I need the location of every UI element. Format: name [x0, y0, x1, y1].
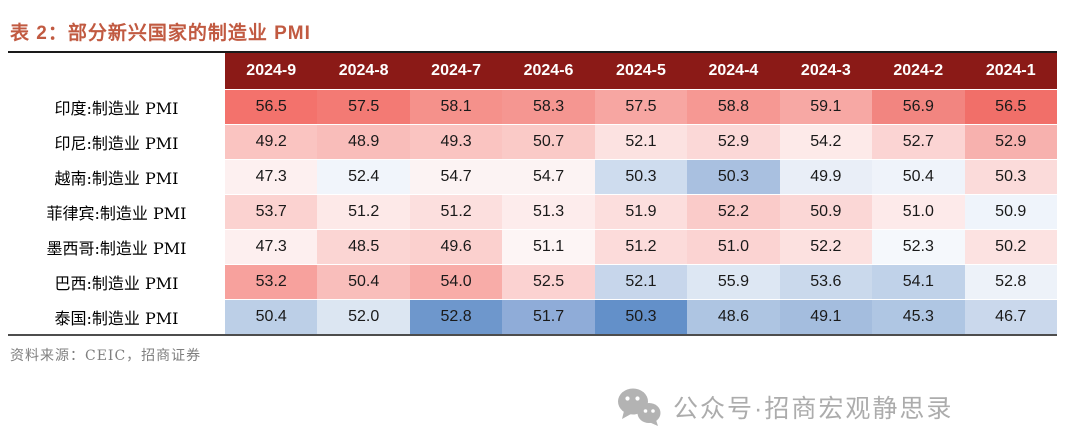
- table-body: 印度:制造业 PMI 56.5 57.5 58.1 58.3 57.5 58.8 59.1 56…: [8, 89, 1057, 334]
- pmi-value-cell: 52.4: [317, 159, 410, 194]
- pmi-value-cell: 50.7: [502, 124, 595, 159]
- column-header-2024-9: 2024-9: [225, 53, 318, 89]
- pmi-value-cell: 49.9: [779, 159, 873, 194]
- pmi-value-cell: 58.1: [409, 89, 503, 124]
- table-row: 巴西:制造业 PMI 53.2 50.4 54.0 52.5 52.1 55.9 53.6 54…: [8, 264, 1057, 299]
- table-row: 印度:制造业 PMI 56.5 57.5 58.1 58.3 57.5 58.8 59.1 56…: [8, 89, 1057, 124]
- pmi-value-cell: 53.2: [225, 264, 318, 299]
- pmi-value-cell: 48.9: [317, 124, 410, 159]
- row-label: 墨西哥:制造业 PMI: [8, 229, 225, 264]
- table-header-row: 2024-9 2024-8 2024-7 2024-6 2024-5 2024-4 2024…: [8, 53, 1057, 89]
- column-header-2024-1: 2024-1: [964, 53, 1057, 89]
- pmi-value-cell: 59.1: [779, 89, 873, 124]
- pmi-value-cell: 47.3: [225, 229, 318, 264]
- pmi-value-cell: 50.4: [225, 299, 318, 334]
- pmi-value-cell: 52.8: [409, 299, 503, 334]
- pmi-value-cell: 57.5: [317, 89, 410, 124]
- pmi-value-cell: 52.5: [502, 264, 595, 299]
- pmi-value-cell: 54.7: [502, 159, 595, 194]
- column-header-2024-2: 2024-2: [872, 53, 965, 89]
- pmi-value-cell: 51.2: [317, 194, 410, 229]
- pmi-value-cell: 54.0: [409, 264, 503, 299]
- pmi-value-cell: 50.4: [317, 264, 410, 299]
- footer-account-name: 公众号·招商宏观静思录: [673, 395, 954, 423]
- row-label: 印尼:制造业 PMI: [8, 124, 225, 159]
- table-row: 泰国:制造业 PMI 50.4 52.0 52.8 51.7 50.3 48.6 49.1 45…: [8, 299, 1057, 334]
- row-label: 印度:制造业 PMI: [8, 89, 225, 124]
- pmi-value-cell: 52.9: [964, 124, 1057, 159]
- pmi-value-cell: 52.2: [779, 229, 873, 264]
- pmi-value-cell: 51.0: [872, 194, 965, 229]
- column-header-2024-4: 2024-4: [687, 53, 780, 89]
- wechat-icon: [618, 388, 661, 426]
- source-note: 资料来源：CEIC，招商证券: [10, 348, 202, 364]
- pmi-value-cell: 51.2: [409, 194, 503, 229]
- table-row: 墨西哥:制造业 PMI 47.3 48.5 49.6 51.1 51.2 51.0 52.2 5…: [8, 229, 1057, 264]
- column-header-2024-7: 2024-7: [409, 53, 503, 89]
- pmi-value-cell: 58.8: [687, 89, 780, 124]
- table-corner-cell: [8, 53, 225, 89]
- table-row: 菲律宾:制造业 PMI 53.7 51.2 51.2 51.3 51.9 52.2 50.9 5…: [8, 194, 1057, 229]
- column-header-2024-5: 2024-5: [594, 53, 688, 89]
- pmi-value-cell: 56.9: [872, 89, 965, 124]
- pmi-value-cell: 51.7: [502, 299, 595, 334]
- pmi-value-cell: 50.9: [779, 194, 873, 229]
- table-row: 越南:制造业 PMI 47.3 52.4 54.7 54.7 50.3 50.3 49.9 50…: [8, 159, 1057, 194]
- pmi-value-cell: 50.3: [964, 159, 1057, 194]
- pmi-value-cell: 54.1: [872, 264, 965, 299]
- pmi-value-cell: 47.3: [225, 159, 318, 194]
- pmi-value-cell: 53.7: [225, 194, 318, 229]
- table-row: 印尼:制造业 PMI 49.2 48.9 49.3 50.7 52.1 52.9 54.2 52…: [8, 124, 1057, 159]
- pmi-value-cell: 51.2: [594, 229, 688, 264]
- pmi-value-cell: 51.0: [687, 229, 780, 264]
- report-table-figure: 表 2：部分新兴国家的制造业 PMI 2024-9 2024-8 2024-7 202…: [8, 23, 1068, 427]
- pmi-value-cell: 56.5: [225, 89, 318, 124]
- column-header-2024-8: 2024-8: [317, 53, 410, 89]
- pmi-value-cell: 52.1: [594, 124, 688, 159]
- pmi-value-cell: 49.2: [225, 124, 318, 159]
- row-label: 越南:制造业 PMI: [8, 159, 225, 194]
- pmi-value-cell: 55.9: [687, 264, 780, 299]
- pmi-value-cell: 52.2: [687, 194, 780, 229]
- column-header-2024-3: 2024-3: [779, 53, 873, 89]
- footer-brand: 公众号·招商宏观静思录: [616, 387, 1068, 427]
- pmi-value-cell: 50.3: [594, 159, 688, 194]
- pmi-value-cell: 54.2: [779, 124, 873, 159]
- pmi-table: 2024-9 2024-8 2024-7 2024-6 2024-5 2024-4 2024…: [8, 51, 1057, 336]
- pmi-value-cell: 48.6: [687, 299, 780, 334]
- table-title: 表 2：部分新兴国家的制造业 PMI: [10, 23, 311, 44]
- pmi-value-cell: 54.7: [409, 159, 503, 194]
- pmi-value-cell: 52.7: [872, 124, 965, 159]
- pmi-value-cell: 52.3: [872, 229, 965, 264]
- pmi-value-cell: 52.8: [964, 264, 1057, 299]
- pmi-value-cell: 50.3: [687, 159, 780, 194]
- pmi-value-cell: 51.1: [502, 229, 595, 264]
- pmi-value-cell: 51.3: [502, 194, 595, 229]
- pmi-value-cell: 45.3: [872, 299, 965, 334]
- pmi-value-cell: 49.3: [409, 124, 503, 159]
- pmi-value-cell: 46.7: [964, 299, 1057, 334]
- pmi-value-cell: 51.9: [594, 194, 688, 229]
- pmi-value-cell: 49.1: [779, 299, 873, 334]
- pmi-value-cell: 50.4: [872, 159, 965, 194]
- pmi-value-cell: 56.5: [964, 89, 1057, 124]
- pmi-value-cell: 52.0: [317, 299, 410, 334]
- pmi-value-cell: 48.5: [317, 229, 410, 264]
- pmi-value-cell: 53.6: [779, 264, 873, 299]
- pmi-value-cell: 50.2: [964, 229, 1057, 264]
- row-label: 巴西:制造业 PMI: [8, 264, 225, 299]
- pmi-value-cell: 58.3: [502, 89, 595, 124]
- pmi-value-cell: 57.5: [594, 89, 688, 124]
- row-label: 泰国:制造业 PMI: [8, 299, 225, 334]
- pmi-value-cell: 50.9: [964, 194, 1057, 229]
- pmi-value-cell: 52.9: [687, 124, 780, 159]
- column-header-2024-6: 2024-6: [502, 53, 595, 89]
- row-label: 菲律宾:制造业 PMI: [8, 194, 225, 229]
- pmi-value-cell: 49.6: [409, 229, 503, 264]
- pmi-value-cell: 52.1: [594, 264, 688, 299]
- pmi-value-cell: 50.3: [594, 299, 688, 334]
